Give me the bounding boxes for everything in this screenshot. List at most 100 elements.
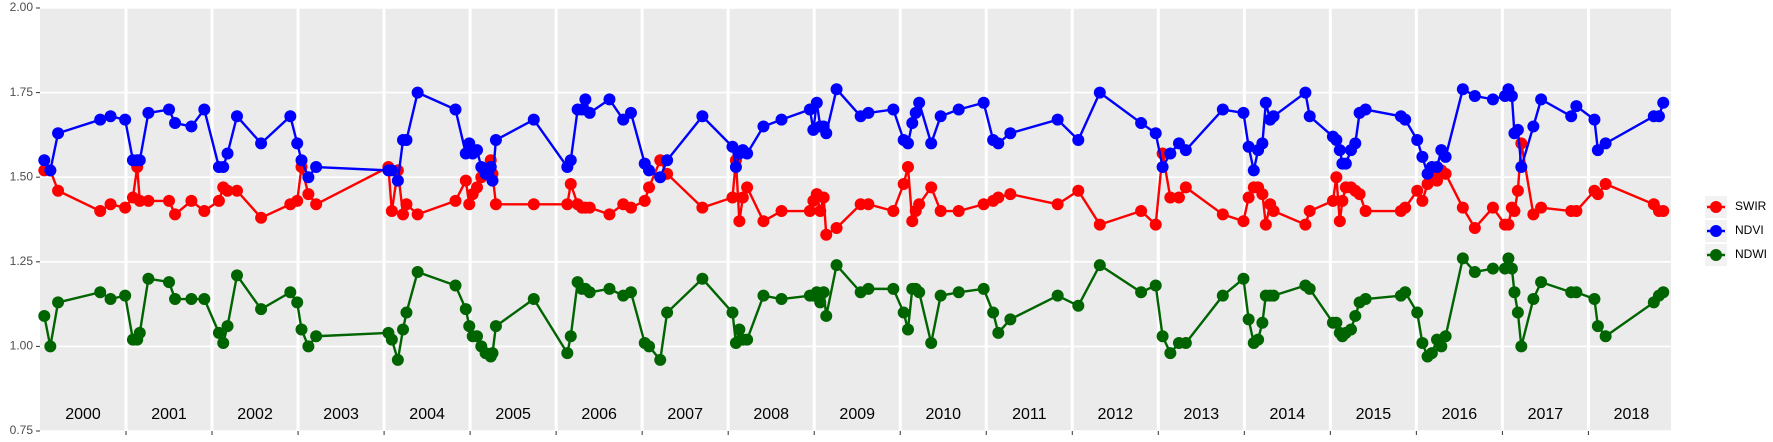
- point: [992, 191, 1005, 204]
- point: [1242, 313, 1255, 326]
- point: [820, 127, 833, 140]
- point: [638, 194, 651, 207]
- point: [913, 96, 926, 109]
- point: [142, 194, 155, 207]
- point: [1515, 340, 1528, 353]
- point: [1588, 113, 1601, 126]
- point: [925, 337, 938, 350]
- point: [1256, 188, 1269, 201]
- point: [163, 103, 176, 116]
- point: [449, 194, 462, 207]
- point: [94, 205, 107, 218]
- point: [696, 110, 709, 123]
- year-label: 2015: [1356, 406, 1392, 423]
- point: [741, 147, 754, 160]
- point: [1051, 113, 1064, 126]
- point: [661, 154, 674, 167]
- point: [624, 286, 637, 299]
- point: [142, 106, 155, 119]
- year-label: 2003: [323, 406, 359, 423]
- year-label: 2011: [1012, 406, 1047, 423]
- point: [1657, 286, 1670, 299]
- point: [810, 96, 823, 109]
- point: [230, 269, 243, 282]
- point: [1259, 96, 1272, 109]
- point: [463, 320, 476, 333]
- point: [1468, 89, 1481, 102]
- point: [1353, 188, 1366, 201]
- point: [527, 113, 540, 126]
- year-label: 2018: [1614, 406, 1650, 423]
- point: [830, 221, 843, 234]
- point: [897, 177, 910, 190]
- point: [1330, 133, 1343, 146]
- point: [583, 106, 596, 119]
- point: [741, 333, 754, 346]
- point: [1242, 140, 1255, 153]
- point: [1330, 316, 1343, 329]
- point: [291, 296, 304, 309]
- point: [1515, 161, 1528, 174]
- point: [654, 353, 667, 366]
- point: [1511, 184, 1524, 197]
- point: [1256, 137, 1269, 150]
- point: [198, 103, 211, 116]
- point: [977, 96, 990, 109]
- point: [643, 340, 656, 353]
- point: [1359, 205, 1372, 218]
- point: [104, 293, 117, 306]
- point: [133, 194, 146, 207]
- point: [1164, 347, 1177, 360]
- point: [1267, 289, 1280, 302]
- point: [133, 154, 146, 167]
- point: [94, 286, 107, 299]
- point: [1135, 286, 1148, 299]
- point: [1411, 133, 1424, 146]
- point: [564, 154, 577, 167]
- point: [987, 306, 1000, 319]
- point: [901, 137, 914, 150]
- point: [489, 320, 502, 333]
- point: [1439, 330, 1452, 343]
- point: [830, 83, 843, 96]
- point: [1505, 262, 1518, 275]
- point: [1237, 215, 1250, 228]
- point: [887, 282, 900, 295]
- point: [1431, 161, 1444, 174]
- point: [52, 296, 65, 309]
- point: [221, 184, 234, 197]
- year-label: 2013: [1184, 406, 1220, 423]
- point: [643, 181, 656, 194]
- point: [385, 164, 398, 177]
- point: [295, 323, 308, 336]
- point: [198, 293, 211, 306]
- point: [1527, 208, 1540, 221]
- point: [1303, 282, 1316, 295]
- point: [1299, 218, 1312, 231]
- point: [1599, 137, 1612, 150]
- point: [1051, 198, 1064, 211]
- point: [1505, 89, 1518, 102]
- point: [775, 113, 788, 126]
- point: [733, 215, 746, 228]
- point: [1535, 201, 1548, 214]
- point: [1259, 218, 1272, 231]
- point: [1411, 306, 1424, 319]
- point: [119, 289, 132, 302]
- point: [119, 113, 132, 126]
- point: [913, 198, 926, 211]
- point: [934, 289, 947, 302]
- point: [643, 164, 656, 177]
- point: [1599, 177, 1612, 190]
- year-label: 2007: [667, 406, 703, 423]
- point: [411, 265, 424, 278]
- point: [897, 306, 910, 319]
- point: [952, 103, 965, 116]
- point: [1330, 171, 1343, 184]
- point: [133, 326, 146, 339]
- point: [198, 205, 211, 218]
- point: [94, 113, 107, 126]
- point: [470, 144, 483, 157]
- point: [906, 117, 919, 130]
- legend-label: NDWI: [1735, 247, 1767, 261]
